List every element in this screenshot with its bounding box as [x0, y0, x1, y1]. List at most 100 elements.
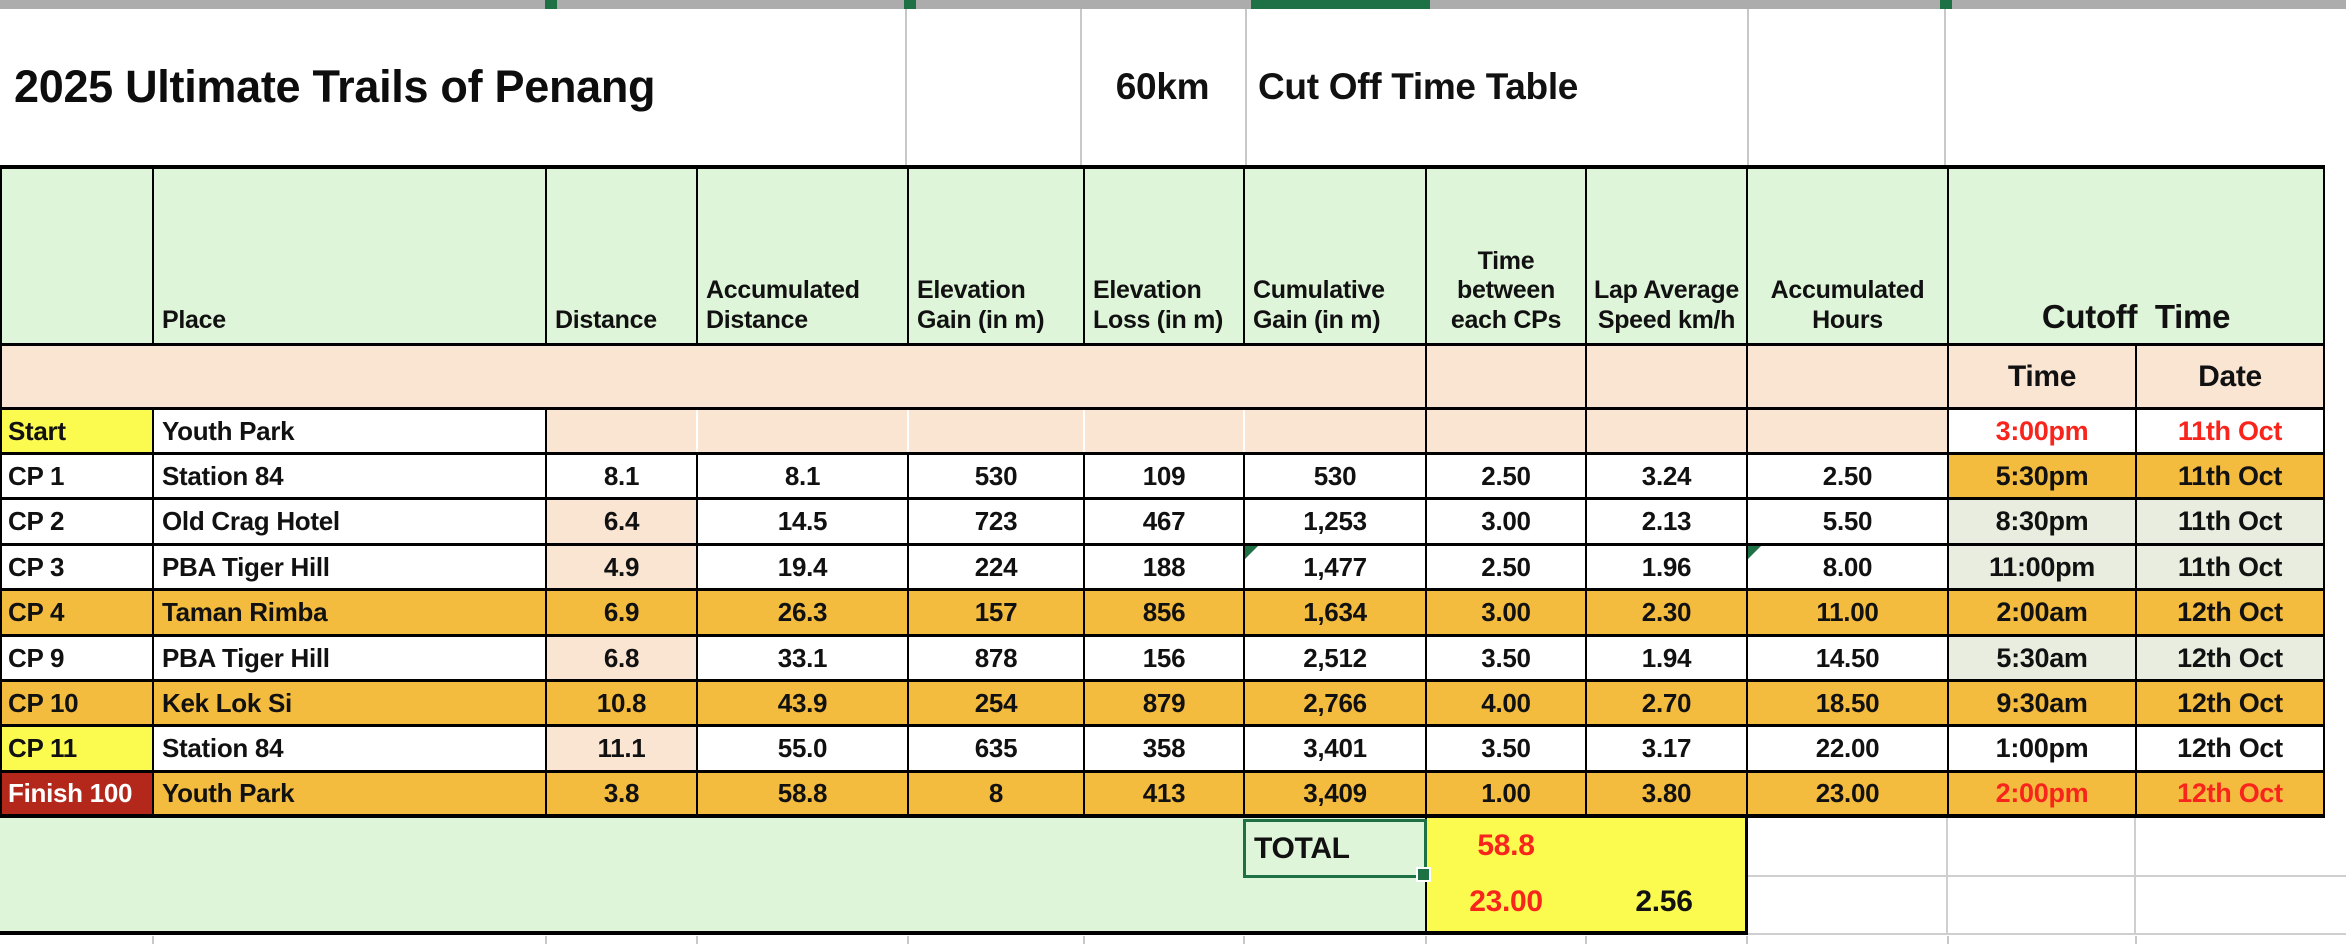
- lap-average-speed-cell[interactable]: [1587, 410, 1748, 452]
- accumulated-distance-cell[interactable]: 43.9: [698, 682, 909, 724]
- distance-cell[interactable]: 3.8: [547, 773, 698, 814]
- header-accumulated-distance[interactable]: Accumulated Distance: [698, 169, 909, 343]
- sheet-title[interactable]: 2025 Ultimate Trails of Penang: [14, 61, 656, 112]
- lap-average-speed-cell[interactable]: 3.17: [1587, 727, 1748, 770]
- elevation-gain-cell[interactable]: 878: [909, 637, 1085, 679]
- elevation-gain-cell[interactable]: 224: [909, 546, 1085, 588]
- accumulated-hours-cell[interactable]: 14.50: [1748, 637, 1949, 679]
- elevation-loss-cell[interactable]: 467: [1085, 500, 1245, 543]
- subheader-blank[interactable]: [1427, 346, 1587, 407]
- total-hours-value[interactable]: 23.00: [1469, 885, 1543, 918]
- cumulative-gain-cell[interactable]: 1,253: [1245, 500, 1427, 543]
- row-label[interactable]: CP 1: [2, 455, 154, 497]
- time-between-cps-cell[interactable]: 3.00: [1427, 500, 1587, 543]
- accumulated-hours-cell[interactable]: 22.00: [1748, 727, 1949, 770]
- place-cell[interactable]: Station 84: [154, 727, 547, 770]
- distance-cell[interactable]: [547, 410, 698, 452]
- accumulated-distance-cell[interactable]: 8.1: [698, 455, 909, 497]
- header-lap-average-speed[interactable]: Lap Average Speed km/h: [1587, 169, 1748, 343]
- overall-average-speed-value[interactable]: 2.56: [1635, 885, 1693, 918]
- cumulative-gain-cell[interactable]: 1,634: [1245, 591, 1427, 634]
- subheader-blank[interactable]: [1587, 346, 1748, 407]
- accumulated-hours-cell[interactable]: 18.50: [1748, 682, 1949, 724]
- elevation-loss-cell[interactable]: 879: [1085, 682, 1245, 724]
- place-cell[interactable]: Kek Lok Si: [154, 682, 547, 724]
- cutoff-date-cell[interactable]: 11th Oct: [2137, 500, 2325, 543]
- subheader-blank[interactable]: [2, 346, 1427, 407]
- row-label[interactable]: Finish 100: [2, 773, 154, 814]
- subheader-blank[interactable]: [1748, 346, 1949, 407]
- cumulative-gain-cell[interactable]: 1,477: [1245, 546, 1427, 588]
- distance-cell[interactable]: 8.1: [547, 455, 698, 497]
- row-label[interactable]: CP 2: [2, 500, 154, 543]
- sheet-subtitle-cell[interactable]: Cut Off Time Table: [1258, 66, 1579, 107]
- time-between-cps-cell[interactable]: 2.50: [1427, 546, 1587, 588]
- elevation-loss-cell[interactable]: 856: [1085, 591, 1245, 634]
- time-between-cps-cell[interactable]: 3.00: [1427, 591, 1587, 634]
- accumulated-hours-cell[interactable]: 2.50: [1748, 455, 1949, 497]
- place-cell[interactable]: Station 84: [154, 455, 547, 497]
- cutoff-date-cell[interactable]: 11th Oct: [2137, 546, 2325, 588]
- accumulated-distance-cell[interactable]: [698, 410, 909, 452]
- lap-average-speed-cell[interactable]: 1.94: [1587, 637, 1748, 679]
- accumulated-hours-cell[interactable]: 5.50: [1748, 500, 1949, 543]
- elevation-gain-cell[interactable]: 723: [909, 500, 1085, 543]
- header-accumulated-hours[interactable]: Accumulated Hours: [1748, 169, 1949, 343]
- row-label[interactable]: CP 3: [2, 546, 154, 588]
- elevation-gain-cell[interactable]: 254: [909, 682, 1085, 724]
- header-distance[interactable]: Distance: [547, 169, 698, 343]
- accumulated-hours-cell[interactable]: 11.00: [1748, 591, 1949, 634]
- row-label[interactable]: CP 9: [2, 637, 154, 679]
- cutoff-time-cell[interactable]: 5:30am: [1949, 637, 2137, 679]
- accumulated-distance-cell[interactable]: 14.5: [698, 500, 909, 543]
- row-label[interactable]: CP 10: [2, 682, 154, 724]
- header-blank[interactable]: [2, 169, 154, 343]
- elevation-gain-cell[interactable]: 530: [909, 455, 1085, 497]
- lap-average-speed-cell[interactable]: 2.13: [1587, 500, 1748, 543]
- time-between-cps-cell[interactable]: 3.50: [1427, 727, 1587, 770]
- cutoff-time-cell[interactable]: 5:30pm: [1949, 455, 2137, 497]
- race-distance-cell[interactable]: 60km: [1115, 66, 1210, 107]
- time-between-cps-cell[interactable]: 4.00: [1427, 682, 1587, 724]
- place-cell[interactable]: Old Crag Hotel: [154, 500, 547, 543]
- elevation-loss-cell[interactable]: 109: [1085, 455, 1245, 497]
- header-cumulative-gain[interactable]: Cumulative Gain (in m): [1245, 169, 1427, 343]
- time-between-cps-cell[interactable]: 3.50: [1427, 637, 1587, 679]
- row-label[interactable]: CP 4: [2, 591, 154, 634]
- distance-cell[interactable]: 10.8: [547, 682, 698, 724]
- distance-cell[interactable]: 11.1: [547, 727, 698, 770]
- subheader-date[interactable]: Date: [2137, 346, 2325, 407]
- time-between-cps-cell[interactable]: 1.00: [1427, 773, 1587, 814]
- accumulated-distance-cell[interactable]: 26.3: [698, 591, 909, 634]
- cumulative-gain-cell[interactable]: [1245, 410, 1427, 452]
- time-between-cps-cell[interactable]: 2.50: [1427, 455, 1587, 497]
- cutoff-time-cell[interactable]: 11:00pm: [1949, 546, 2137, 588]
- cutoff-time-cell[interactable]: 2:00am: [1949, 591, 2137, 634]
- cumulative-gain-cell[interactable]: 2,512: [1245, 637, 1427, 679]
- header-elevation-gain[interactable]: Elevation Gain (in m): [909, 169, 1085, 343]
- place-cell[interactable]: PBA Tiger Hill: [154, 637, 547, 679]
- cutoff-time-cell[interactable]: 2:00pm: [1949, 773, 2137, 814]
- distance-cell[interactable]: 4.9: [547, 546, 698, 588]
- accumulated-distance-cell[interactable]: 19.4: [698, 546, 909, 588]
- place-cell[interactable]: Youth Park: [154, 773, 547, 814]
- accumulated-distance-cell[interactable]: 58.8: [698, 773, 909, 814]
- lap-average-speed-cell[interactable]: 1.96: [1587, 546, 1748, 588]
- distance-cell[interactable]: 6.9: [547, 591, 698, 634]
- cutoff-date-cell[interactable]: 12th Oct: [2137, 727, 2325, 770]
- elevation-loss-cell[interactable]: 358: [1085, 727, 1245, 770]
- header-time-between-cps[interactable]: Time between each CPs: [1427, 169, 1587, 343]
- place-cell[interactable]: Youth Park: [154, 410, 547, 452]
- cutoff-time-cell[interactable]: 1:00pm: [1949, 727, 2137, 770]
- elevation-loss-cell[interactable]: [1085, 410, 1245, 452]
- lap-average-speed-cell[interactable]: 2.70: [1587, 682, 1748, 724]
- distance-cell[interactable]: 6.8: [547, 637, 698, 679]
- elevation-gain-cell[interactable]: 635: [909, 727, 1085, 770]
- distance-cell[interactable]: 6.4: [547, 500, 698, 543]
- cutoff-date-cell[interactable]: 11th Oct: [2137, 410, 2325, 452]
- header-place[interactable]: Place: [154, 169, 547, 343]
- elevation-loss-cell[interactable]: 413: [1085, 773, 1245, 814]
- cutoff-date-cell[interactable]: 12th Oct: [2137, 637, 2325, 679]
- cumulative-gain-cell[interactable]: 3,409: [1245, 773, 1427, 814]
- cutoff-date-cell[interactable]: 11th Oct: [2137, 455, 2325, 497]
